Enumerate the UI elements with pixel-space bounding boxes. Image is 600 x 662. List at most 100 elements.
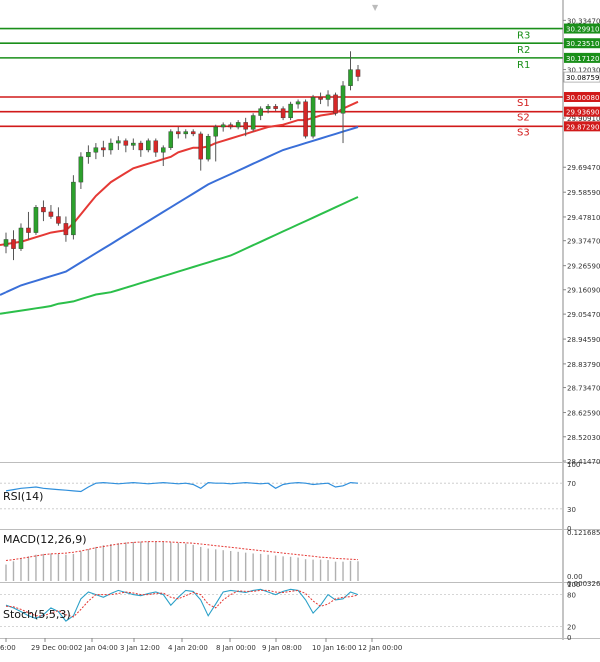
stoch-main-line (5, 588, 359, 622)
candle-body (153, 140, 159, 153)
time-tick-label: 9 Jan 08:00 (262, 644, 302, 652)
price-tick-label: 28.73470 (567, 385, 600, 393)
candle-body (303, 101, 308, 137)
time-tick-label: 2 Jan 04:00 (78, 644, 118, 652)
price-tick-label: 29.26590 (567, 263, 600, 271)
moving-average-line (5, 196, 359, 314)
candle-body (56, 216, 61, 224)
rsi-title: RSI(14) (3, 490, 43, 503)
candle-body (78, 156, 84, 183)
candle-body (123, 140, 129, 146)
price-tick-label: 28.62590 (567, 410, 600, 418)
scroll-marker-icon: ▼ (372, 3, 379, 12)
rsi-tick-label: 70 (567, 480, 576, 488)
candle-body (116, 140, 121, 144)
candle-body (273, 106, 278, 109)
time-tick-label: 10 Jan 16:00 (312, 644, 356, 652)
moving-average-line (5, 126, 359, 294)
candle-body (63, 223, 69, 236)
level-price-box (564, 23, 600, 34)
candle-body (250, 115, 256, 130)
current-price-label: 30.08759 (566, 74, 599, 82)
candle-body (3, 239, 9, 247)
level-price-box (564, 121, 600, 132)
candle-body (333, 94, 338, 114)
stoch-tick-label: 80 (567, 592, 576, 600)
rsi-tick-label: 100 (567, 461, 580, 469)
price-tick-label: 29.69470 (567, 164, 600, 172)
stoch-tick-label: 0 (567, 634, 571, 642)
candle-body (318, 96, 323, 100)
level-label-s1: S1 (517, 98, 530, 109)
price-tick-label: 29.16090 (567, 287, 600, 295)
stoch-top-label: 0.000326 (567, 580, 600, 588)
level-label-r3: R3 (517, 31, 530, 42)
price-axis: 30.33470 30.23510 30.12030 29.90910 29.69470… (0, 0, 600, 642)
candle-body (295, 101, 301, 105)
candle-body (101, 147, 106, 151)
level-label-r2: R2 (517, 45, 530, 56)
stoch-tick-label: 20 (567, 623, 576, 631)
moving-average-line-extension (0, 311, 7, 315)
level-price-label: 30.17120 (566, 55, 599, 63)
price-tick-label: 29.05470 (567, 311, 600, 319)
level-price-box (564, 106, 600, 117)
candle-body (26, 227, 31, 233)
price-tick-label: 28.41470 (567, 458, 600, 466)
rsi-tick-label: 30 (567, 506, 576, 514)
macd-pane: MACD(12,26,9) (3, 533, 359, 581)
level-price-box (564, 91, 600, 102)
macd-tick-label: 0.121685 (567, 529, 600, 537)
candle-body (205, 135, 211, 160)
level-price-label: 30.00080 (566, 94, 599, 102)
time-tick-label: 4 Jan 20:00 (168, 644, 208, 652)
stoch-signal-line (5, 589, 359, 618)
time-axis: 6:00 29 Dec 00:00 2 Jan 04:00 3 Jan 12:00 4 … (0, 638, 402, 652)
macd-title: MACD(12,26,9) (3, 533, 87, 546)
candle-body (175, 131, 181, 135)
level-label-r1: R1 (517, 60, 530, 71)
price-tick-label: 29.47810 (567, 214, 600, 222)
time-tick-label: 3 Jan 12:00 (120, 644, 160, 652)
stoch-title: Stoch(5,5,3) (3, 608, 71, 621)
time-tick-label: 12 Jan 00:00 (358, 644, 402, 652)
level-price-label: 30.29910 (566, 26, 599, 34)
time-tick-label: 29 Dec 00:00 (31, 644, 78, 652)
level-price-label: 30.23510 (566, 40, 599, 48)
candle-body (340, 85, 346, 114)
price-tick-label: 28.83790 (567, 361, 600, 369)
candle-body (11, 239, 16, 249)
candle-body (280, 108, 286, 119)
level-price-box (564, 38, 600, 49)
candle-body (86, 152, 91, 158)
level-price-label: 29.87290 (566, 123, 599, 131)
candle-body (18, 227, 24, 249)
candle-body (265, 106, 271, 109)
level-price-label: 29.93690 (566, 109, 599, 117)
stoch-tick-label: 100 (567, 581, 580, 589)
candle-body (48, 211, 54, 217)
candle-body (161, 147, 166, 153)
stoch-pane: Stoch(5,5,3) (0, 588, 563, 627)
price-tick-label: 28.94590 (567, 336, 600, 344)
level-label-s2: S2 (517, 113, 530, 124)
candle-body (108, 142, 114, 151)
candle-body (33, 207, 39, 233)
main-price-pane: R3 R2 R1 S1 S2 S3 ▼ (0, 3, 563, 315)
macd-tick-label: 0.00 (567, 573, 583, 581)
candle-body (213, 126, 218, 137)
candle-body (183, 131, 189, 135)
current-price-box (563, 71, 600, 83)
candle-body (228, 124, 233, 128)
candle-body (198, 133, 203, 160)
macd-signal-line (5, 541, 359, 561)
candle-body (131, 142, 136, 146)
price-tick-label: 30.33470 (567, 17, 600, 25)
candle-body (41, 207, 46, 213)
level-price-box (564, 52, 600, 63)
price-tick-label: 29.90910 (567, 115, 600, 123)
candle-body (325, 94, 331, 100)
